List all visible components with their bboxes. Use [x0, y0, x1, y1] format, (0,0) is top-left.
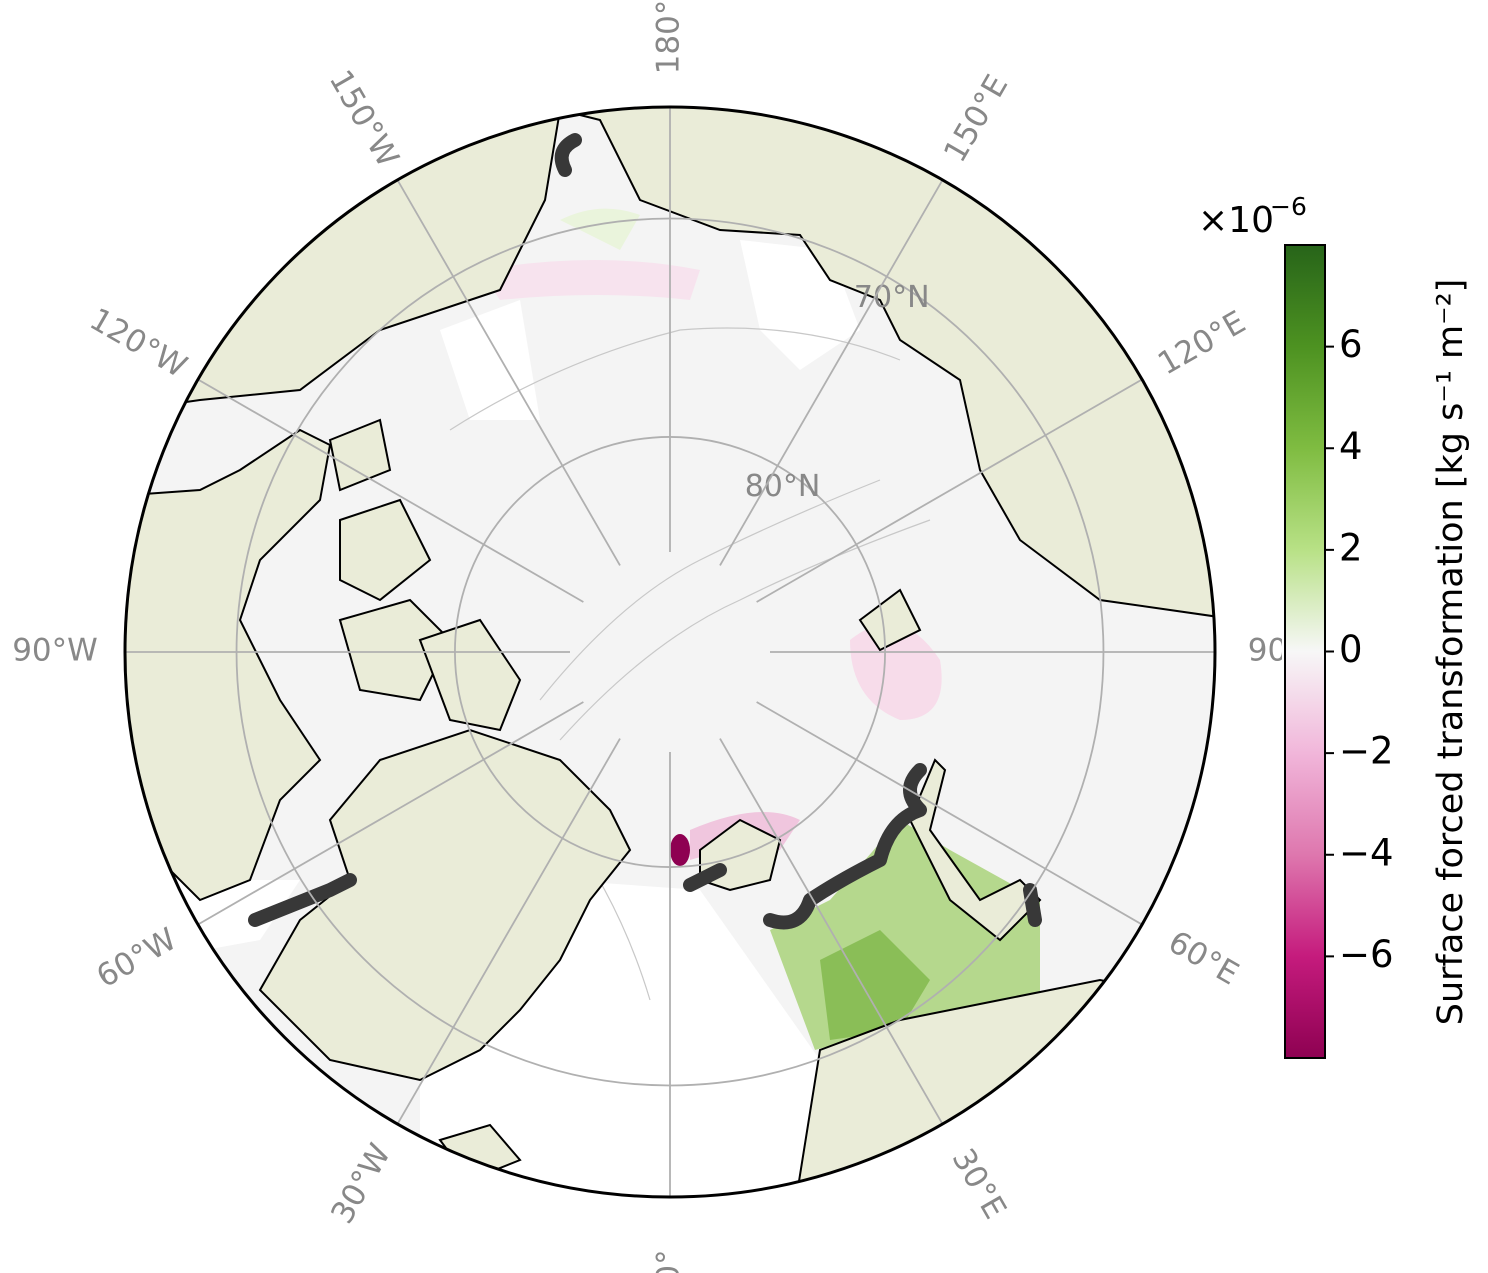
- island: [328, 418, 392, 492]
- meridian-label: 30°E: [945, 1143, 1013, 1226]
- gate-section: [1023, 883, 1042, 927]
- bathymetry-contour: [559, 519, 931, 741]
- gate-section: [763, 763, 927, 930]
- colorbar-tick-label: 6: [1339, 323, 1363, 366]
- colorbar-tick-label: 0: [1339, 628, 1363, 671]
- meridian-label: 0°: [651, 1249, 687, 1273]
- gate-section: [683, 863, 727, 892]
- meridian-label: 30°W: [324, 1138, 398, 1230]
- meridian-label: 60°W: [91, 921, 183, 995]
- meridian-line: [394, 175, 621, 566]
- meridian-line: [719, 175, 946, 566]
- no-data-region: [440, 300, 540, 420]
- island: [418, 618, 522, 732]
- colorbar-tick-label: 4: [1339, 425, 1363, 468]
- colorbar-tick-label: −2: [1339, 730, 1394, 773]
- meridian-label: 150°E: [937, 69, 1015, 169]
- positive-transformation-area: [820, 930, 930, 1040]
- positive-transformation-area: [560, 208, 640, 250]
- colorbar-tick-label: −4: [1339, 831, 1394, 874]
- meridian-label: 120°W: [84, 301, 193, 385]
- parallel-label: 80°N: [745, 469, 821, 504]
- negative-transformation-area: [480, 260, 700, 300]
- gate-section: [554, 133, 582, 177]
- meridian-line: [756, 376, 1147, 603]
- colorbar-gradient: [1284, 244, 1326, 1059]
- map-boundary: [123, 105, 1217, 1199]
- colorbar: ×10 −6 Surface forced transformation [kg…: [1198, 192, 1471, 1059]
- franz-josef-land: [858, 588, 922, 652]
- colorbar-tick-label: −6: [1339, 933, 1394, 976]
- colorbar-multiplier: ×10: [1198, 200, 1274, 241]
- meridian-line: [394, 738, 621, 1129]
- gate-section: [248, 873, 357, 927]
- meridian-line: [193, 376, 584, 603]
- meridian-label: 180°: [651, 0, 687, 74]
- novaya-zemlya: [908, 758, 1042, 942]
- meridian-line: [193, 701, 584, 928]
- meridian-label: 120°E: [1152, 304, 1252, 382]
- meridian-label: 90°E: [1248, 633, 1323, 669]
- negative-transformation-area: [670, 834, 690, 866]
- island: [339, 498, 432, 602]
- parallel-label: 70°N: [854, 280, 930, 315]
- colorbar-label: Surface forced transformation [kg s⁻¹ m⁻…: [1431, 279, 1471, 1026]
- colorbar-multiplier-exponent: −6: [1270, 192, 1307, 221]
- negative-transformation-area: [850, 624, 942, 720]
- meridian-label: 60°E: [1162, 924, 1245, 992]
- meridian-line: [756, 701, 1147, 928]
- bathymetry-contour: [539, 479, 881, 701]
- meridian-line: [719, 738, 946, 1129]
- greenland: [258, 728, 632, 1082]
- map-area: 70°N 80°N: [125, 107, 1215, 1197]
- graticule: 70°N 80°N: [125, 107, 1215, 1197]
- meridian-label: 150°W: [322, 64, 406, 173]
- colorbar-tick-label: 2: [1339, 526, 1363, 569]
- meridian-label: 90°W: [12, 633, 98, 669]
